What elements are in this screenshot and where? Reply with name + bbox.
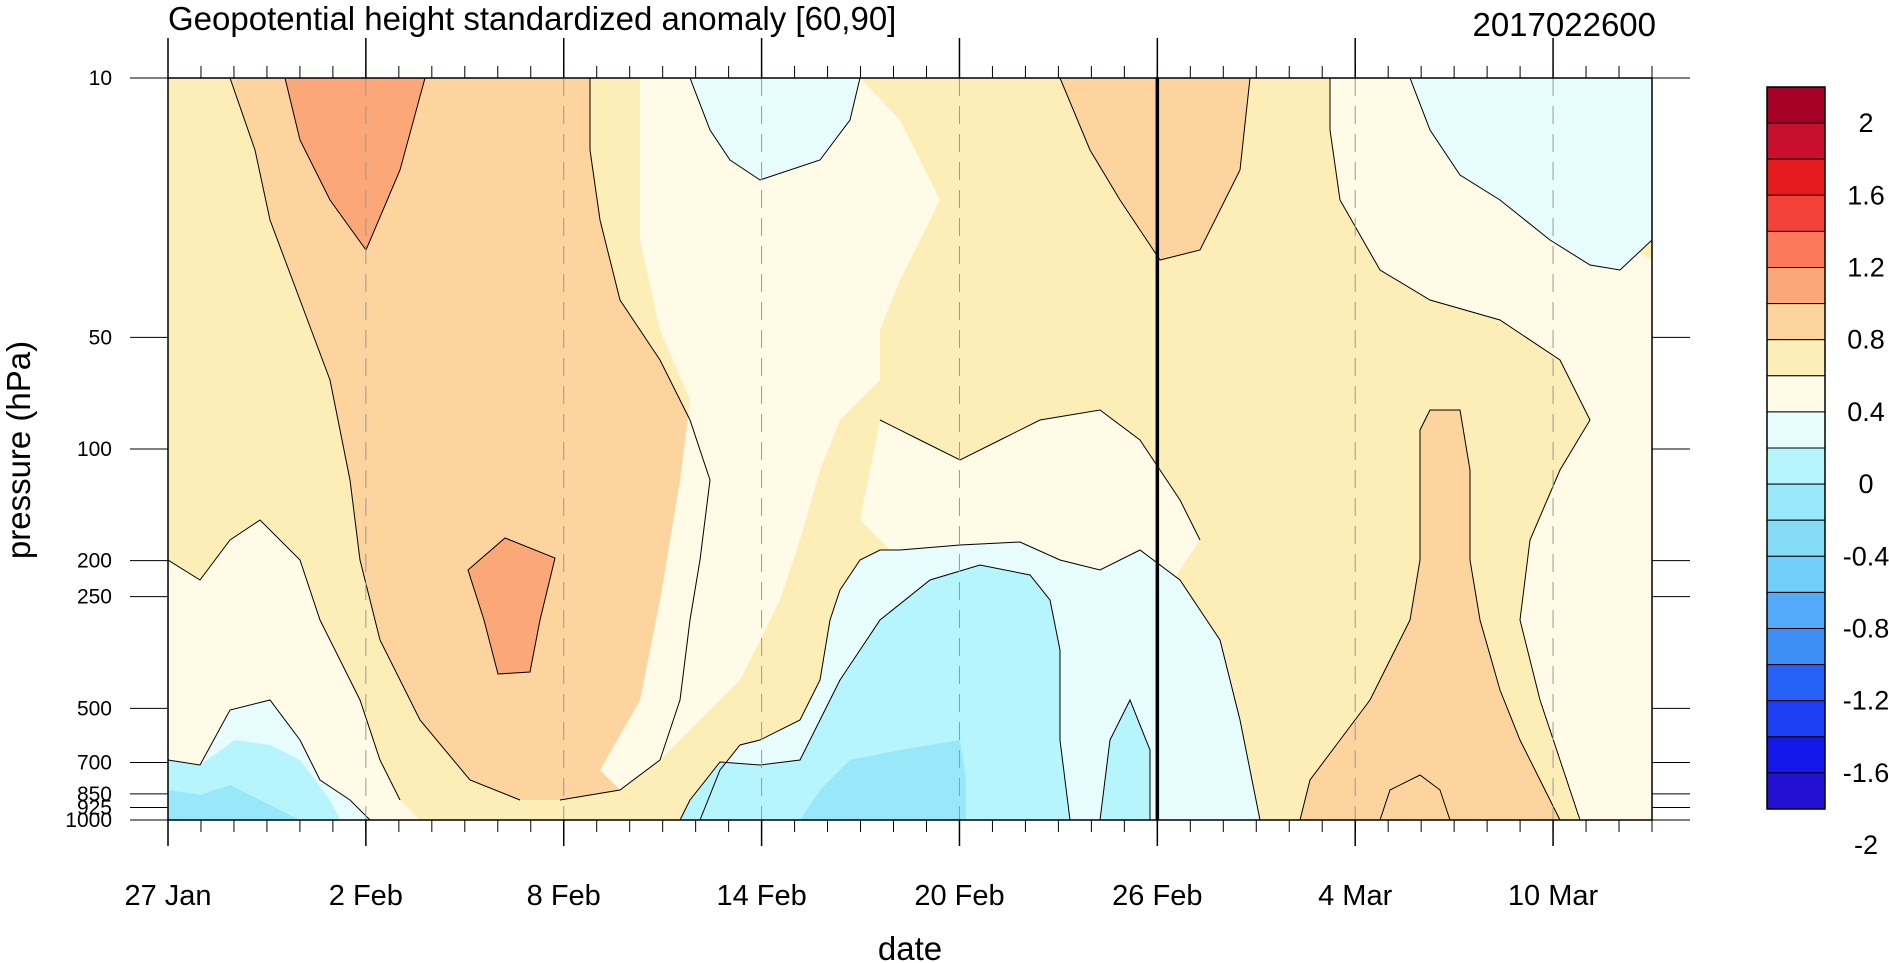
- region-neg00-top: [690, 78, 860, 180]
- colorbar-swatch: [1766, 628, 1826, 666]
- y-tick-label: 10: [89, 67, 112, 90]
- colorbar-swatch: [1766, 555, 1826, 593]
- colorbar-frame: [1766, 86, 1826, 810]
- x-tick-label: 26 Feb: [1112, 880, 1202, 912]
- colorbar-swatch: [1766, 736, 1826, 774]
- colorbar-swatch: [1766, 86, 1826, 124]
- colorbar-swatch: [1766, 483, 1826, 521]
- x-axis-ticks: 27 Jan 2 Feb 8 Feb 14 Feb 20 Feb 26 Feb 4 Mar 1…: [124, 38, 1653, 912]
- colorbar-label: 1.6: [1847, 180, 1885, 210]
- x-gridlines: [365, 78, 1554, 820]
- region-neg06-left: [168, 785, 300, 820]
- region-neg04-spike: [1100, 700, 1150, 820]
- colorbar-label: 2: [1858, 108, 1873, 138]
- colorbar-label: 1.2: [1847, 253, 1885, 283]
- colorbar-swatch: [1766, 664, 1826, 702]
- contour-lines: [168, 78, 1652, 820]
- x-tick-label: 2 Feb: [329, 880, 403, 912]
- region-neg04-lower: [680, 565, 1070, 820]
- colorbar-swatch: [1766, 230, 1826, 268]
- colorbar-swatch: [1766, 447, 1826, 485]
- x-tick-label: 8 Feb: [527, 880, 601, 912]
- region-pos06-right: [1060, 78, 1250, 260]
- x-tick-label: 27 Jan: [124, 880, 211, 912]
- colorbar-swatch: [1766, 158, 1826, 196]
- chart-title: Geopotential height standardized anomaly…: [168, 0, 896, 37]
- colorbar-label: -1.6: [1843, 758, 1889, 788]
- colorbar: 2 1.6 1.2 0.8 0.4 0 -0.4 -0.8 -1.2 -1.6 -2: [1766, 86, 1889, 860]
- colorbar-label: -2: [1854, 830, 1878, 860]
- colorbar-label: -0.8: [1843, 614, 1889, 644]
- colorbar-swatch: [1766, 194, 1826, 232]
- x-tick-label: 20 Feb: [914, 880, 1004, 912]
- y-tick-label: 500: [77, 697, 112, 720]
- colorbar-swatch: [1766, 591, 1826, 630]
- colorbar-swatch: [1766, 772, 1826, 810]
- colorbar-label: 0.8: [1847, 325, 1885, 355]
- colorbar-label: -0.4: [1843, 541, 1889, 571]
- y-tick-label: 100: [77, 438, 112, 461]
- x-axis-label: date: [878, 930, 942, 963]
- x-tick-label: 4 Mar: [1318, 880, 1392, 912]
- colorbar-swatch: [1766, 411, 1826, 449]
- region-pos00-center: [600, 78, 940, 790]
- y-axis-label: pressure (hPa): [0, 341, 37, 559]
- colorbar-swatch: [1766, 122, 1826, 160]
- x-tick-label: 14 Feb: [716, 880, 806, 912]
- chart-date-label: 2017022600: [1472, 6, 1656, 43]
- y-tick-label: 250: [77, 586, 112, 609]
- colorbar-swatch: [1766, 519, 1826, 557]
- colorbar-swatch: [1766, 700, 1826, 738]
- y-tick-label: 50: [89, 326, 112, 349]
- region-neg06-lower: [800, 740, 966, 820]
- colorbar-swatch: [1766, 303, 1826, 341]
- y-tick-label: 700: [77, 752, 112, 775]
- colorbar-swatch: [1766, 339, 1826, 377]
- contour-fills: [168, 78, 1652, 820]
- colorbar-label: 0.4: [1847, 397, 1885, 427]
- region-pos08-top: [285, 78, 425, 250]
- y-tick-label: 925: [77, 796, 112, 819]
- y-tick-label: 850: [77, 783, 112, 806]
- region-pos08-mid: [468, 538, 555, 674]
- colorbar-swatch: [1766, 267, 1826, 305]
- y-tick-label: 200: [77, 550, 112, 573]
- colorbar-label: 0: [1858, 469, 1873, 499]
- region-pos00-right: [1330, 78, 1652, 820]
- colorbar-label: -1.2: [1843, 686, 1889, 716]
- region-pos04-right: [1300, 410, 1560, 820]
- y-tick-label: 1000: [65, 809, 112, 832]
- region-neg00-topright: [1410, 78, 1652, 270]
- x-tick-label: 10 Mar: [1508, 880, 1599, 912]
- region-neg04-small: [690, 800, 730, 820]
- colorbar-swatch: [1766, 375, 1826, 413]
